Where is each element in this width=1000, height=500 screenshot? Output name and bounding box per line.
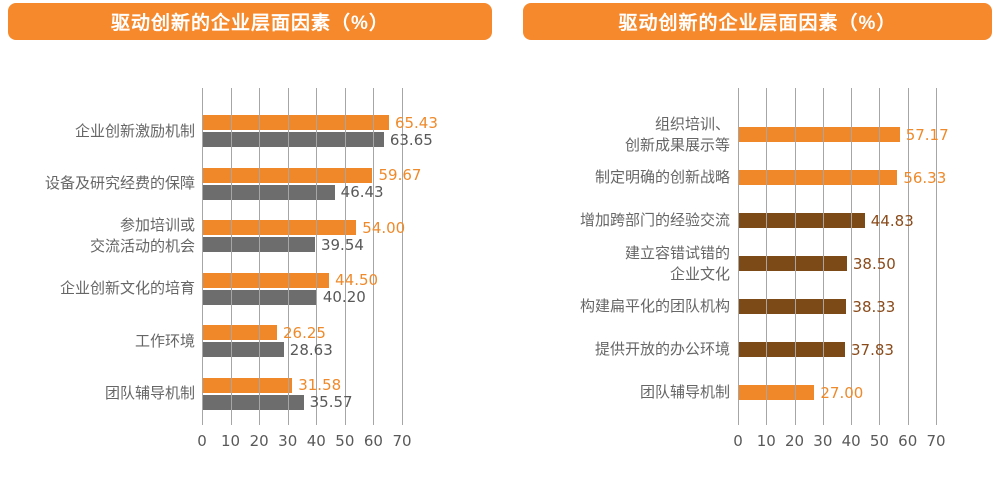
x-axis-tick-label: 30 [278, 432, 298, 450]
value-label: 38.33 [852, 297, 896, 316]
category-label: 构建扁平化的团队机构 [579, 298, 730, 315]
value-label: 37.83 [851, 340, 894, 359]
bar [738, 342, 845, 357]
chart-title: 驱动创新的企业层面因素（%） [618, 13, 897, 34]
category-label: 团队辅导机制 [104, 385, 195, 402]
x-axis-tick-label: 70 [926, 432, 946, 450]
bar [202, 167, 373, 183]
category-label: 企业创新激励机制 [74, 122, 195, 140]
gridline [766, 88, 768, 425]
gridline [259, 88, 261, 425]
chart-title-banner: 驱动创新的企业层面因素（%） [523, 3, 992, 40]
category-label: 工作环境 [134, 332, 195, 350]
gridline [402, 88, 403, 425]
value-label: 46.43 [340, 183, 384, 201]
category-label: 设备及研究经费的保障 [44, 175, 195, 192]
gridline [907, 88, 909, 425]
bar [202, 377, 293, 393]
value-label: 56.33 [903, 168, 947, 187]
category-label: 团队辅导机制 [639, 384, 730, 401]
x-axis-tick-label: 30 [813, 432, 833, 450]
horizontal-bar-chart: 0 10 20 30 40 50 60 70 组织培训、 创新成果展示等 57.17 制定明确的创新… [500, 0, 1000, 500]
category-label: 建立容错试错的 企业文化 [624, 244, 730, 283]
bar [202, 220, 357, 235]
value-label: 65.43 [394, 113, 438, 132]
bar [738, 170, 898, 185]
value-label: 39.54 [320, 235, 364, 254]
bar [202, 184, 335, 200]
category-label: 参加培训或 交流活动的机会 [89, 217, 195, 255]
x-axis-tick-label: 10 [756, 432, 776, 450]
x-axis-tick-label: 60 [898, 432, 918, 450]
bar [738, 213, 865, 228]
x-axis-tick-label: 70 [392, 432, 412, 450]
gridline [851, 88, 853, 425]
bar [202, 394, 304, 410]
bar [202, 272, 330, 288]
value-label: 27.00 [820, 383, 864, 402]
chart-panel-right: 驱动创新的企业层面因素（%） 0 10 20 30 40 50 60 70 组织培训、 创新成果… [500, 0, 1000, 500]
x-axis-tick-label: 0 [733, 432, 743, 450]
x-axis-tick-label: 50 [335, 432, 355, 450]
category-label: 提供开放的办公环境 [594, 341, 730, 358]
x-axis-tick-label: 10 [221, 432, 241, 450]
grouped-horizontal-bar-chart: 0 10 20 30 40 50 60 70 企业创新激励机制 65.43 63.65 设备及研究经费… [44, 88, 438, 450]
x-axis-tick-label: 40 [306, 432, 326, 450]
value-label: 38.50 [852, 254, 896, 273]
bar [738, 256, 847, 271]
value-label: 31.58 [298, 376, 342, 394]
bar [202, 132, 384, 147]
bar [738, 299, 847, 314]
chart-title-banner: 驱动创新的企业层面因素（%） [8, 3, 492, 40]
gridline [316, 88, 318, 425]
category-label: 增加跨部门的经验交流 [579, 212, 730, 229]
x-axis-tick-label: 50 [869, 432, 889, 450]
value-label: 63.65 [389, 130, 433, 149]
gridline [738, 88, 739, 425]
value-label: 40.20 [322, 288, 366, 306]
bar [202, 115, 389, 130]
bar [202, 342, 284, 357]
category-label: 组织培训、 创新成果展示等 [624, 115, 730, 154]
value-label: 54.00 [362, 218, 406, 237]
x-axis-tick-label: 60 [363, 432, 383, 450]
bar [202, 325, 277, 340]
x-axis-tick-label: 20 [249, 432, 269, 450]
gridline [794, 88, 796, 425]
gridline [202, 88, 203, 425]
gridline [879, 88, 881, 425]
x-axis-tick-label: 40 [841, 432, 861, 450]
gridline [822, 88, 824, 425]
bar [738, 127, 900, 142]
chart-panel-left: 驱动创新的企业层面因素（%） 0 10 20 30 40 50 60 70 企业创新激励机制 65… [8, 3, 492, 450]
value-label: 35.57 [309, 393, 353, 411]
value-label: 57.17 [905, 125, 949, 144]
chart-title: 驱动创新的企业层面因素（%） [111, 13, 389, 34]
x-axis-tick-label: 20 [785, 432, 805, 450]
value-label: 44.83 [870, 211, 914, 230]
value-label: 59.67 [378, 166, 422, 184]
category-label: 制定明确的创新战略 [594, 169, 730, 186]
gridline [287, 88, 289, 425]
gridline [373, 88, 375, 425]
gridline [936, 88, 937, 425]
bar [202, 237, 315, 252]
x-axis-tick-label: 0 [197, 432, 207, 450]
value-label: 26.25 [283, 323, 326, 342]
value-label: 44.50 [335, 271, 379, 289]
value-label: 28.63 [289, 340, 333, 359]
category-label: 企业创新文化的培育 [59, 280, 195, 297]
gridline [344, 88, 346, 425]
gridline [230, 88, 232, 425]
bar [738, 385, 815, 400]
